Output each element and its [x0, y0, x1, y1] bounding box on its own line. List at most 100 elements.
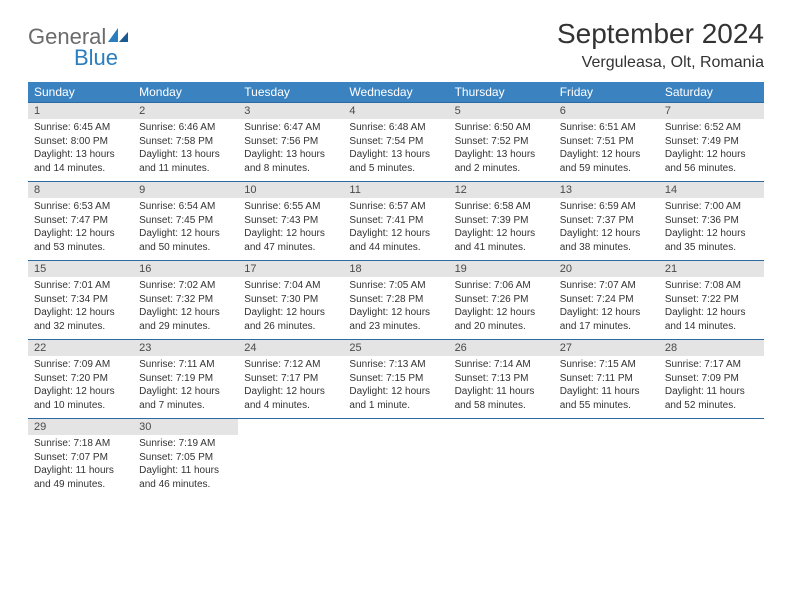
day-cell [659, 419, 764, 497]
day-number: 15 [28, 261, 133, 277]
day-number: 11 [343, 182, 448, 198]
calendar-page: General Blue September 2024 Verguleasa, … [0, 0, 792, 515]
sunrise-line: Sunrise: 6:58 AM [455, 200, 548, 214]
daylight-line: Daylight: 12 hours and 41 minutes. [455, 227, 548, 254]
day-body: Sunrise: 7:05 AMSunset: 7:28 PMDaylight:… [343, 277, 448, 337]
daylight-line: Daylight: 13 hours and 8 minutes. [244, 148, 337, 175]
day-cell [554, 419, 659, 497]
day-cell: 4Sunrise: 6:48 AMSunset: 7:54 PMDaylight… [343, 103, 448, 181]
day-cell: 3Sunrise: 6:47 AMSunset: 7:56 PMDaylight… [238, 103, 343, 181]
daylight-line: Daylight: 12 hours and 23 minutes. [349, 306, 442, 333]
day-number: 10 [238, 182, 343, 198]
sunrise-line: Sunrise: 7:05 AM [349, 279, 442, 293]
sunrise-line: Sunrise: 6:45 AM [34, 121, 127, 135]
day-body: Sunrise: 7:01 AMSunset: 7:34 PMDaylight:… [28, 277, 133, 337]
logo: General Blue [28, 18, 130, 69]
day-cell: 6Sunrise: 6:51 AMSunset: 7:51 PMDaylight… [554, 103, 659, 181]
daylight-line: Daylight: 12 hours and 26 minutes. [244, 306, 337, 333]
weekday-header-row: SundayMondayTuesdayWednesdayThursdayFrid… [28, 82, 764, 102]
sunset-line: Sunset: 7:43 PM [244, 214, 337, 228]
sunrise-line: Sunrise: 6:46 AM [139, 121, 232, 135]
day-number: 27 [554, 340, 659, 356]
week-row: 29Sunrise: 7:18 AMSunset: 7:07 PMDayligh… [28, 418, 764, 497]
day-number: 17 [238, 261, 343, 277]
sunset-line: Sunset: 7:05 PM [139, 451, 232, 465]
day-cell: 17Sunrise: 7:04 AMSunset: 7:30 PMDayligh… [238, 261, 343, 339]
day-cell: 2Sunrise: 6:46 AMSunset: 7:58 PMDaylight… [133, 103, 238, 181]
day-number: 12 [449, 182, 554, 198]
day-body: Sunrise: 7:00 AMSunset: 7:36 PMDaylight:… [659, 198, 764, 258]
day-cell: 19Sunrise: 7:06 AMSunset: 7:26 PMDayligh… [449, 261, 554, 339]
day-number: 16 [133, 261, 238, 277]
day-body: Sunrise: 6:53 AMSunset: 7:47 PMDaylight:… [28, 198, 133, 258]
sunset-line: Sunset: 7:51 PM [560, 135, 653, 149]
day-body: Sunrise: 6:55 AMSunset: 7:43 PMDaylight:… [238, 198, 343, 258]
sunset-line: Sunset: 7:28 PM [349, 293, 442, 307]
sunset-line: Sunset: 7:45 PM [139, 214, 232, 228]
sunset-line: Sunset: 7:17 PM [244, 372, 337, 386]
day-number: 23 [133, 340, 238, 356]
week-row: 1Sunrise: 6:45 AMSunset: 8:00 PMDaylight… [28, 102, 764, 181]
sunrise-line: Sunrise: 7:12 AM [244, 358, 337, 372]
daylight-line: Daylight: 12 hours and 17 minutes. [560, 306, 653, 333]
day-body: Sunrise: 6:47 AMSunset: 7:56 PMDaylight:… [238, 119, 343, 179]
day-body: Sunrise: 6:46 AMSunset: 7:58 PMDaylight:… [133, 119, 238, 179]
weekday-header: Friday [554, 82, 659, 102]
daylight-line: Daylight: 11 hours and 55 minutes. [560, 385, 653, 412]
day-cell: 18Sunrise: 7:05 AMSunset: 7:28 PMDayligh… [343, 261, 448, 339]
sunrise-line: Sunrise: 7:15 AM [560, 358, 653, 372]
sunset-line: Sunset: 7:15 PM [349, 372, 442, 386]
sunset-line: Sunset: 7:19 PM [139, 372, 232, 386]
week-row: 22Sunrise: 7:09 AMSunset: 7:20 PMDayligh… [28, 339, 764, 418]
day-cell: 20Sunrise: 7:07 AMSunset: 7:24 PMDayligh… [554, 261, 659, 339]
sunset-line: Sunset: 7:54 PM [349, 135, 442, 149]
daylight-line: Daylight: 12 hours and 59 minutes. [560, 148, 653, 175]
sunset-line: Sunset: 7:41 PM [349, 214, 442, 228]
day-cell: 8Sunrise: 6:53 AMSunset: 7:47 PMDaylight… [28, 182, 133, 260]
day-body: Sunrise: 6:51 AMSunset: 7:51 PMDaylight:… [554, 119, 659, 179]
sunrise-line: Sunrise: 7:07 AM [560, 279, 653, 293]
daylight-line: Daylight: 11 hours and 49 minutes. [34, 464, 127, 491]
sunset-line: Sunset: 7:49 PM [665, 135, 758, 149]
location-text: Verguleasa, Olt, Romania [557, 54, 764, 72]
sunrise-line: Sunrise: 7:08 AM [665, 279, 758, 293]
sunset-line: Sunset: 7:58 PM [139, 135, 232, 149]
daylight-line: Daylight: 11 hours and 46 minutes. [139, 464, 232, 491]
day-body: Sunrise: 6:50 AMSunset: 7:52 PMDaylight:… [449, 119, 554, 179]
day-cell: 1Sunrise: 6:45 AMSunset: 8:00 PMDaylight… [28, 103, 133, 181]
day-body: Sunrise: 7:15 AMSunset: 7:11 PMDaylight:… [554, 356, 659, 416]
sunset-line: Sunset: 7:37 PM [560, 214, 653, 228]
day-cell: 13Sunrise: 6:59 AMSunset: 7:37 PMDayligh… [554, 182, 659, 260]
weeks-container: 1Sunrise: 6:45 AMSunset: 8:00 PMDaylight… [28, 102, 764, 497]
daylight-line: Daylight: 12 hours and 35 minutes. [665, 227, 758, 254]
daylight-line: Daylight: 12 hours and 4 minutes. [244, 385, 337, 412]
weekday-header: Thursday [449, 82, 554, 102]
sunset-line: Sunset: 7:32 PM [139, 293, 232, 307]
page-header: General Blue September 2024 Verguleasa, … [28, 18, 764, 72]
day-cell: 10Sunrise: 6:55 AMSunset: 7:43 PMDayligh… [238, 182, 343, 260]
day-number: 30 [133, 419, 238, 435]
daylight-line: Daylight: 12 hours and 44 minutes. [349, 227, 442, 254]
day-cell [343, 419, 448, 497]
day-cell: 21Sunrise: 7:08 AMSunset: 7:22 PMDayligh… [659, 261, 764, 339]
day-number: 29 [28, 419, 133, 435]
daylight-line: Daylight: 12 hours and 7 minutes. [139, 385, 232, 412]
day-cell: 7Sunrise: 6:52 AMSunset: 7:49 PMDaylight… [659, 103, 764, 181]
weekday-header: Wednesday [343, 82, 448, 102]
sunset-line: Sunset: 7:11 PM [560, 372, 653, 386]
day-number: 4 [343, 103, 448, 119]
day-number: 19 [449, 261, 554, 277]
day-number: 3 [238, 103, 343, 119]
day-number: 1 [28, 103, 133, 119]
daylight-line: Daylight: 12 hours and 1 minute. [349, 385, 442, 412]
sunset-line: Sunset: 7:07 PM [34, 451, 127, 465]
daylight-line: Daylight: 13 hours and 11 minutes. [139, 148, 232, 175]
day-number: 20 [554, 261, 659, 277]
daylight-line: Daylight: 12 hours and 20 minutes. [455, 306, 548, 333]
day-cell: 12Sunrise: 6:58 AMSunset: 7:39 PMDayligh… [449, 182, 554, 260]
sunset-line: Sunset: 7:47 PM [34, 214, 127, 228]
day-body: Sunrise: 7:08 AMSunset: 7:22 PMDaylight:… [659, 277, 764, 337]
daylight-line: Daylight: 12 hours and 47 minutes. [244, 227, 337, 254]
day-body: Sunrise: 7:09 AMSunset: 7:20 PMDaylight:… [28, 356, 133, 416]
sunrise-line: Sunrise: 7:04 AM [244, 279, 337, 293]
